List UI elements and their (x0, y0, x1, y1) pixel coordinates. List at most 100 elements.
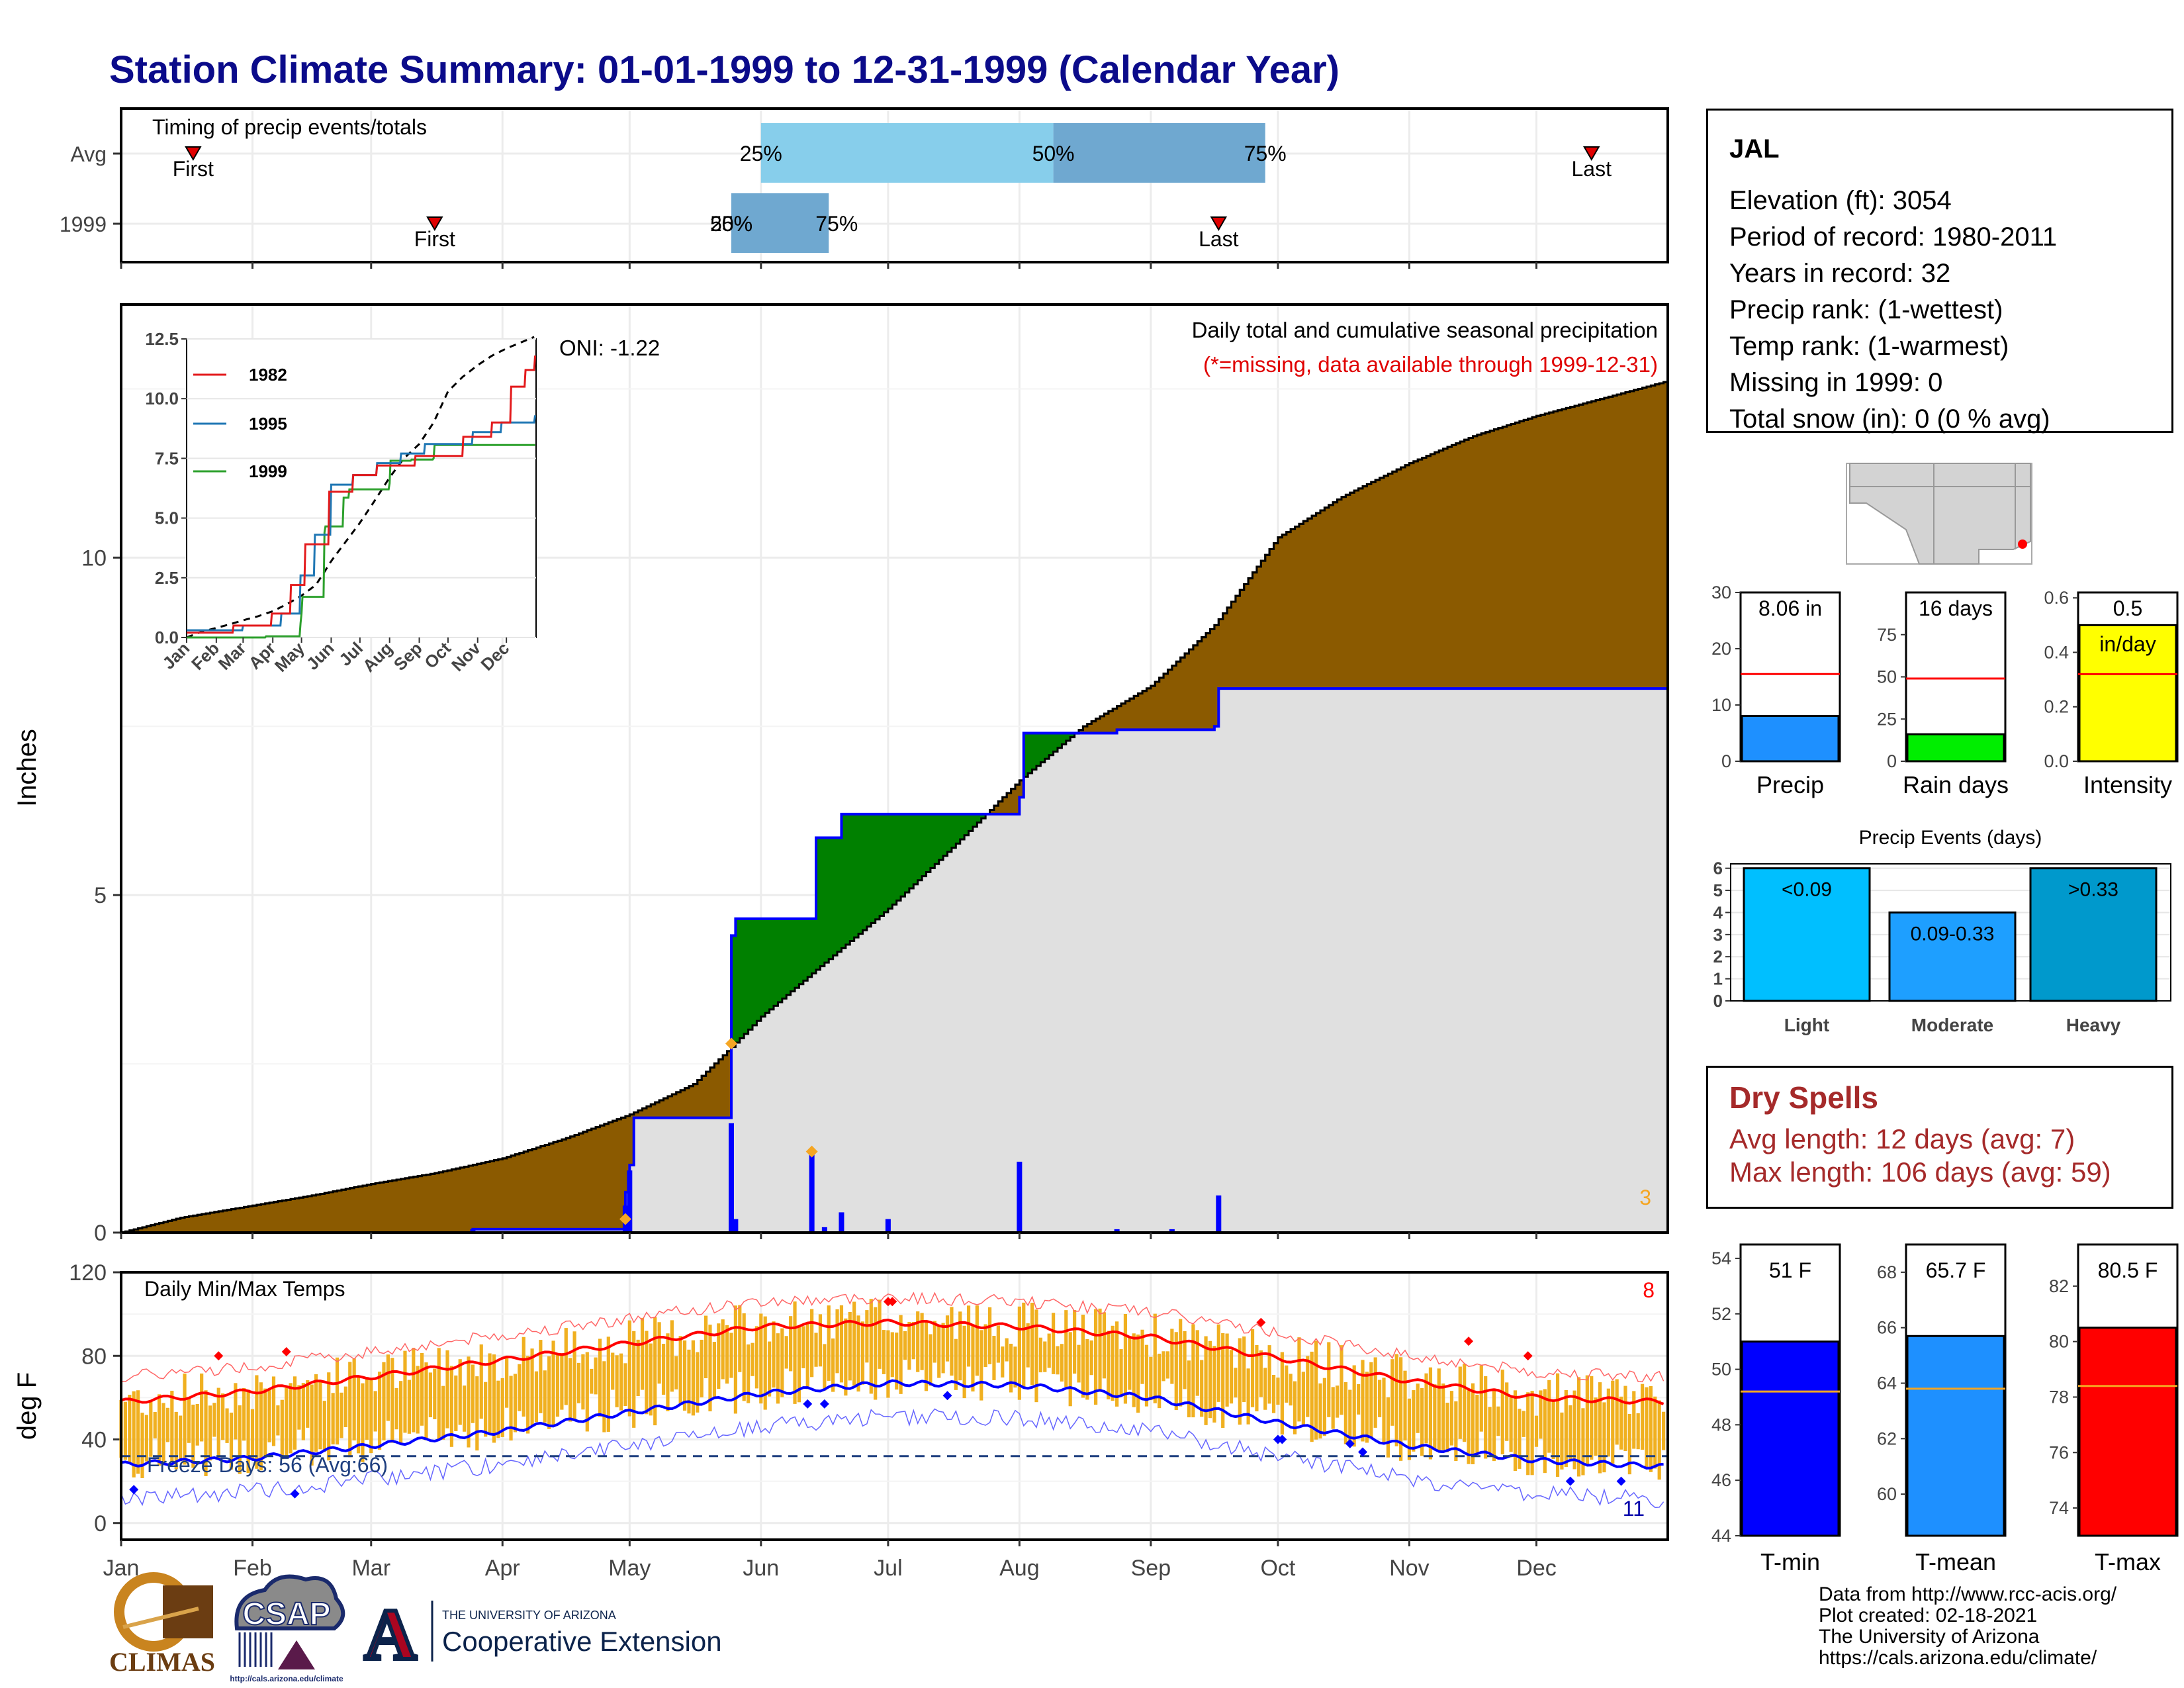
daily-temp-bar (907, 1321, 911, 1370)
daily-temp-bar (1627, 1413, 1631, 1475)
daily-temp-bar (784, 1336, 788, 1369)
mini-value-bar (2078, 1327, 2177, 1537)
mini-tick-label: 10 (1711, 695, 1731, 715)
daily-temp-bar (1238, 1338, 1242, 1425)
daily-temp-bar (183, 1373, 187, 1465)
daily-temp-bar (263, 1388, 267, 1456)
daily-temp-bar (1564, 1389, 1568, 1468)
daily-temp-bar (340, 1392, 343, 1438)
daily-temp-bar (1098, 1308, 1102, 1391)
daily-temp-bar (576, 1362, 581, 1403)
avg-cumulative-line (121, 381, 1668, 1234)
daily-temp-bar (484, 1382, 488, 1437)
daily-precip-bar (470, 1229, 476, 1233)
cumulative-inset-panel: 0.02.55.07.510.012.5198219951999JanFebMa… (145, 329, 537, 676)
daily-temp-bar (1488, 1407, 1492, 1454)
avg-max-line (120, 1318, 1664, 1405)
daily-temp-bar (1009, 1343, 1013, 1393)
daily-temp-bar (208, 1405, 212, 1461)
events-y-label: 1 (1713, 969, 1723, 989)
month-label: Nov (1389, 1556, 1429, 1581)
station-precip-rank: Precip rank: (1-wettest) (1729, 295, 2003, 324)
daily-temp-bar (590, 1368, 594, 1394)
daily-temp-bar (895, 1333, 899, 1390)
daily-temp-bar (1606, 1388, 1610, 1457)
daily-temp-bar (594, 1357, 598, 1395)
daily-temp-bar (428, 1372, 432, 1418)
daily-temp-bar (793, 1301, 797, 1404)
footer-line: Data from http://www.rcc-acis.org/ (1819, 1583, 2117, 1605)
daily-temp-bar (191, 1404, 195, 1468)
daily-temp-bar (1094, 1309, 1098, 1405)
mini-value-bar (1906, 733, 2005, 763)
daily-temp-bar (598, 1338, 602, 1417)
daily-temp-bar (1081, 1314, 1085, 1398)
daily-temp-bar (386, 1354, 390, 1421)
mini-value-label: 8.06 in (1758, 596, 1822, 620)
record-low-marker (819, 1399, 829, 1409)
daily-temp-bar (1509, 1397, 1513, 1452)
daily-temp-bar (1229, 1350, 1234, 1404)
mini-tick-label: 76 (2049, 1442, 2069, 1462)
daily-temp-bar (361, 1383, 365, 1462)
daily-temp-bar (322, 1401, 326, 1452)
footer-credits: Data from http://www.rcc-acis.org/ Plot … (1819, 1584, 2116, 1669)
daily-temp-bar (954, 1338, 958, 1390)
daily-temp-bar (1369, 1362, 1373, 1438)
daily-temp-bar (1038, 1337, 1042, 1373)
daily-temp-bar (1195, 1330, 1199, 1396)
daily-temp-bar (1530, 1391, 1534, 1476)
mini-category-label: Rain days (1903, 771, 2009, 798)
daily-temp-bar (810, 1309, 814, 1378)
daily-temp-bar (933, 1321, 936, 1363)
inset-legend-label: 1982 (249, 365, 287, 385)
logos: CLIMAS CSAP http://cals.arizona.edu/climat… (109, 1572, 722, 1683)
mini-value-label: 65.7 F (1926, 1258, 1986, 1282)
daily-temp-bar (382, 1362, 386, 1441)
record-low-count: 11 (1623, 1497, 1645, 1521)
daily-temp-bar (890, 1332, 894, 1378)
daily-temp-bar (1352, 1365, 1356, 1447)
daily-temp-bar (390, 1358, 394, 1443)
y-axis-label: deg F (13, 1372, 42, 1440)
daily-temp-bar (1611, 1380, 1615, 1464)
daily-temp-bar (1107, 1331, 1111, 1399)
y-tick-label: 10 (81, 545, 107, 571)
daily-temp-bar (801, 1326, 805, 1368)
climas-emblem-line (122, 1607, 199, 1629)
daily-temp-bar (1276, 1378, 1280, 1405)
mini-tick-label: 78 (2049, 1387, 2069, 1407)
daily-temp-bar (1267, 1345, 1271, 1404)
daily-temp-bar (1496, 1406, 1500, 1436)
below-both-area (121, 688, 1668, 1233)
daily-precip-bar (627, 1170, 633, 1233)
daily-temp-bar (1263, 1368, 1267, 1410)
daily-temp-bar (433, 1368, 437, 1419)
timing-bar-avg-high (1053, 123, 1265, 183)
daily-temp-bar (343, 1386, 347, 1427)
daily-temp-bar (1280, 1352, 1284, 1435)
missing-data-marker (725, 1037, 737, 1050)
csap-cloud-icon (234, 1574, 345, 1630)
record-high-marker (1523, 1351, 1533, 1361)
mini-value-bar (1741, 714, 1840, 763)
month-label: Mar (351, 1556, 390, 1581)
daily-temp-bar (1246, 1368, 1250, 1425)
mini-category-label: T-min (1760, 1548, 1820, 1575)
daily-temp-bar (581, 1354, 585, 1410)
daily-temp-bar (691, 1340, 695, 1416)
daily-temp-bar (412, 1348, 416, 1432)
inset-y-label: 5.0 (155, 508, 179, 528)
mini-frame (1905, 591, 2007, 763)
record-high-marker (887, 1297, 897, 1307)
dry-spells-avg: Avg length: 12 days (avg: 7) (1729, 1123, 2075, 1154)
daily-temp-bar (700, 1339, 704, 1397)
daily-temp-bar (1047, 1333, 1051, 1368)
record-low-marker (1616, 1476, 1626, 1486)
daily-temp-bar (250, 1409, 255, 1460)
daily-temp-bar (500, 1378, 504, 1437)
inset-avg-line (186, 336, 535, 639)
daily-temp-bar (165, 1407, 170, 1442)
month-label: Feb (233, 1556, 272, 1581)
daily-temp-bar (365, 1377, 369, 1440)
